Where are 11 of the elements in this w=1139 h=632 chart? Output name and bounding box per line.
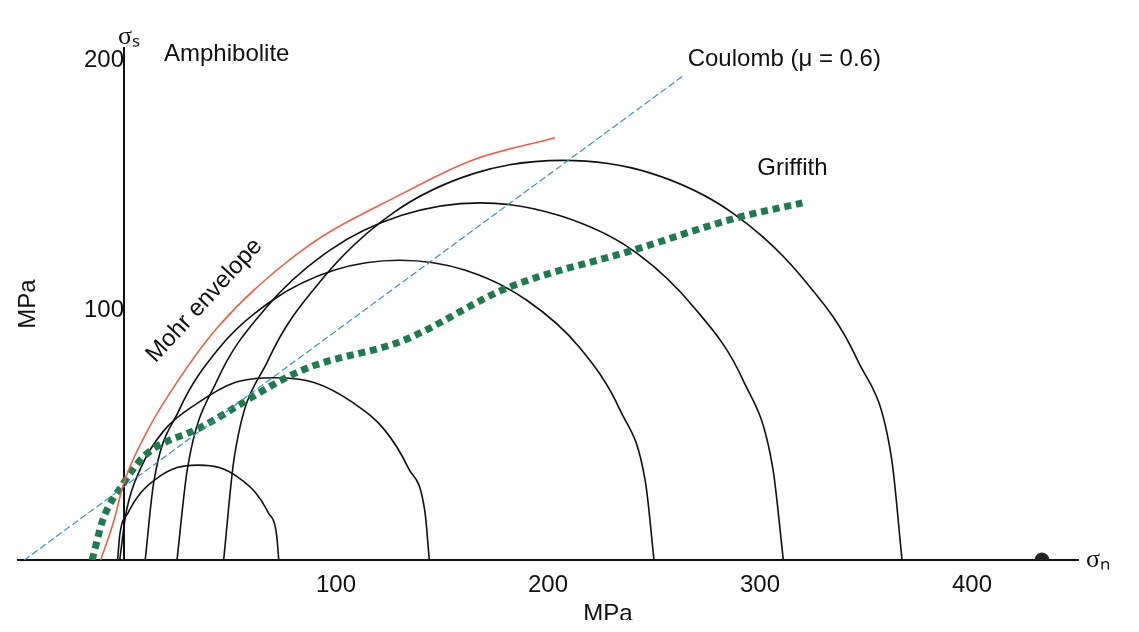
series-label: Griffith [757,153,828,181]
y-axis-title: MPa [12,278,40,329]
chart-title: Amphibolite [164,38,290,66]
text: σₙ [1086,543,1111,573]
x-tick-label: 100 [315,570,357,598]
x-tick-label: 300 [739,570,781,598]
x-tick-label: 400 [951,570,993,598]
annotation: σₛ [118,20,141,50]
series-label: Coulomb (μ = 0.6) [687,44,881,72]
x-axis-title: MPa [583,598,634,626]
x-tick-label: 200 [527,570,569,598]
